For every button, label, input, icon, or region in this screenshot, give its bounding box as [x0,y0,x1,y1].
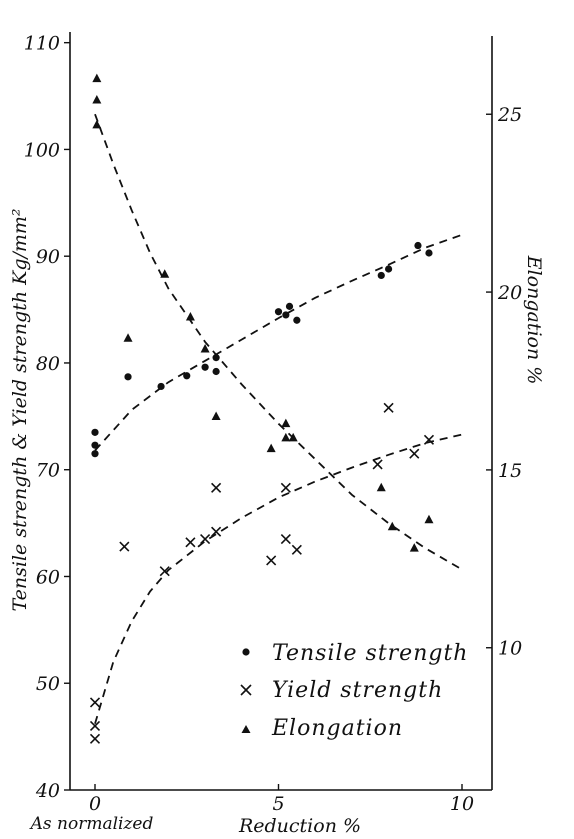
yield-strength-point-4 [159,566,170,577]
trend-curve-elongation [94,113,463,571]
y-tick-label-80: 80 [36,353,60,375]
tensile-strength-point-13 [377,271,385,280]
yield-strength-point-1 [89,720,101,732]
y-tick-label-110: 110 [24,33,60,55]
yield-strength-point-5 [185,537,196,548]
yield-strength-point-6 [200,534,211,545]
y-tick-label-40: 40 [35,780,60,802]
elongation-point-12 [376,482,386,492]
elongation-point-4 [160,269,170,278]
tensile-strength-point-11 [285,302,294,310]
y2-tick-label-25: 25 [497,104,522,126]
elongation-point-10 [281,432,291,442]
elongation-point-11 [288,432,298,442]
yield-strength-point-15 [409,448,420,459]
tensile-strength-point-2 [91,428,99,436]
points-layer [89,73,435,744]
yield-strength-point-14 [383,402,394,413]
yield-strength-point-16 [423,434,435,445]
tensile-strength-point-5 [183,372,191,380]
yield-strength-point-10 [280,534,291,545]
legend-tensile-label: Tensile strength [272,641,468,666]
legend-yield-label: Yield strength [272,678,443,703]
elongation-point-14 [409,543,419,552]
trend-curve-tensile-strength [94,233,463,452]
legend-tensile-marker [242,648,250,656]
y-tick-label-90: 90 [36,246,60,268]
tensile-strength-point-14 [385,265,393,273]
y2-tick-label-10: 10 [498,638,522,660]
elongation-point-0 [92,119,102,129]
yield-strength-point-7 [211,526,222,537]
x-tick-label-10: 10 [450,793,474,815]
tensile-strength-point-12 [293,316,301,324]
tensile-strength-point-8 [212,354,220,362]
x-axis-label: Reduction % [238,815,361,837]
yield-strength-point-11 [280,482,291,493]
legend-yield-marker [240,684,252,696]
yield-strength-point-13 [372,459,383,470]
tensile-strength-point-0 [91,450,99,458]
tensile-strength-point-16 [425,249,433,257]
yield-strength-point-9 [266,555,277,566]
elongation-point-15 [424,514,434,524]
elongation-point-9 [281,418,291,428]
tensile-strength-point-9 [274,308,283,316]
elongation-point-3 [123,333,133,342]
yield-strength-point-0 [89,733,101,744]
bottom-ticks: 0 5 10 [89,784,474,815]
y-tick-label-100: 100 [24,139,60,161]
tensile-strength-point-15 [414,241,422,250]
legend: Tensile strength Yield strength Elongati… [240,641,468,741]
elongation-point-13 [387,521,397,531]
elongation-point-5 [185,311,195,321]
elongation-point-2 [92,73,102,83]
y-tick-label-50: 50 [36,673,60,695]
curves-layer [94,113,463,725]
tensile-strength-point-6 [201,363,209,371]
legend-elongation-label: Elongation [271,716,403,741]
yield-strength-point-3 [119,541,130,552]
elongation-point-8 [266,443,276,453]
y2-tick-label-20: 20 [497,282,522,304]
elongation-point-7 [211,411,221,421]
tensile-strength-point-7 [212,367,220,376]
legend-elongation-marker [241,725,251,733]
tensile-strength-point-10 [282,311,290,319]
yield-strength-point-12 [291,544,302,555]
elongation-point-6 [200,343,210,353]
y2-tick-label-15: 15 [498,460,522,482]
tensile-strength-point-4 [157,382,165,391]
trend-curve-yield-strength [94,433,463,725]
yield-strength-point-2 [89,697,101,708]
y-axis-label: Tensile strength & Yield strength Kg/mm² [9,208,31,611]
x-tick-label-5: 5 [272,793,284,815]
elongation-point-1 [92,95,102,104]
y-tick-label-70: 70 [36,460,60,482]
tensile-strength-point-3 [124,373,132,381]
left-ticks: 40 50 60 70 80 90 100 110 [24,33,70,802]
tensile-strength-point-1 [91,441,99,449]
y-tick-label-60: 60 [36,566,60,588]
right-ticks: 10 15 20 25 [486,104,522,660]
yield-strength-point-8 [211,482,222,493]
y2-axis-label: Elongation % [523,255,545,385]
x-tick-label-0: 0 [89,793,101,815]
as-normalized-label: As normalized [29,814,154,834]
